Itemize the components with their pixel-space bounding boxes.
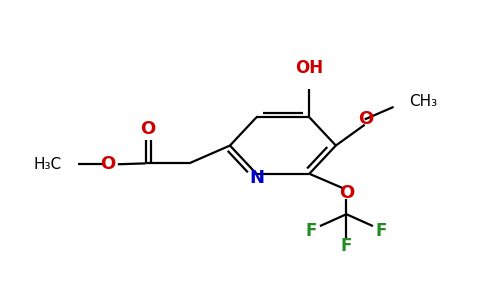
Text: OH: OH: [295, 59, 323, 77]
Text: O: O: [101, 155, 116, 173]
Text: O: O: [339, 184, 354, 202]
Text: F: F: [341, 237, 352, 255]
Text: CH₃: CH₃: [409, 94, 437, 109]
Text: F: F: [376, 222, 387, 240]
Text: O: O: [359, 110, 374, 128]
Text: N: N: [249, 169, 264, 187]
Text: O: O: [140, 120, 156, 138]
Text: H₃C: H₃C: [33, 157, 61, 172]
Text: F: F: [305, 222, 317, 240]
